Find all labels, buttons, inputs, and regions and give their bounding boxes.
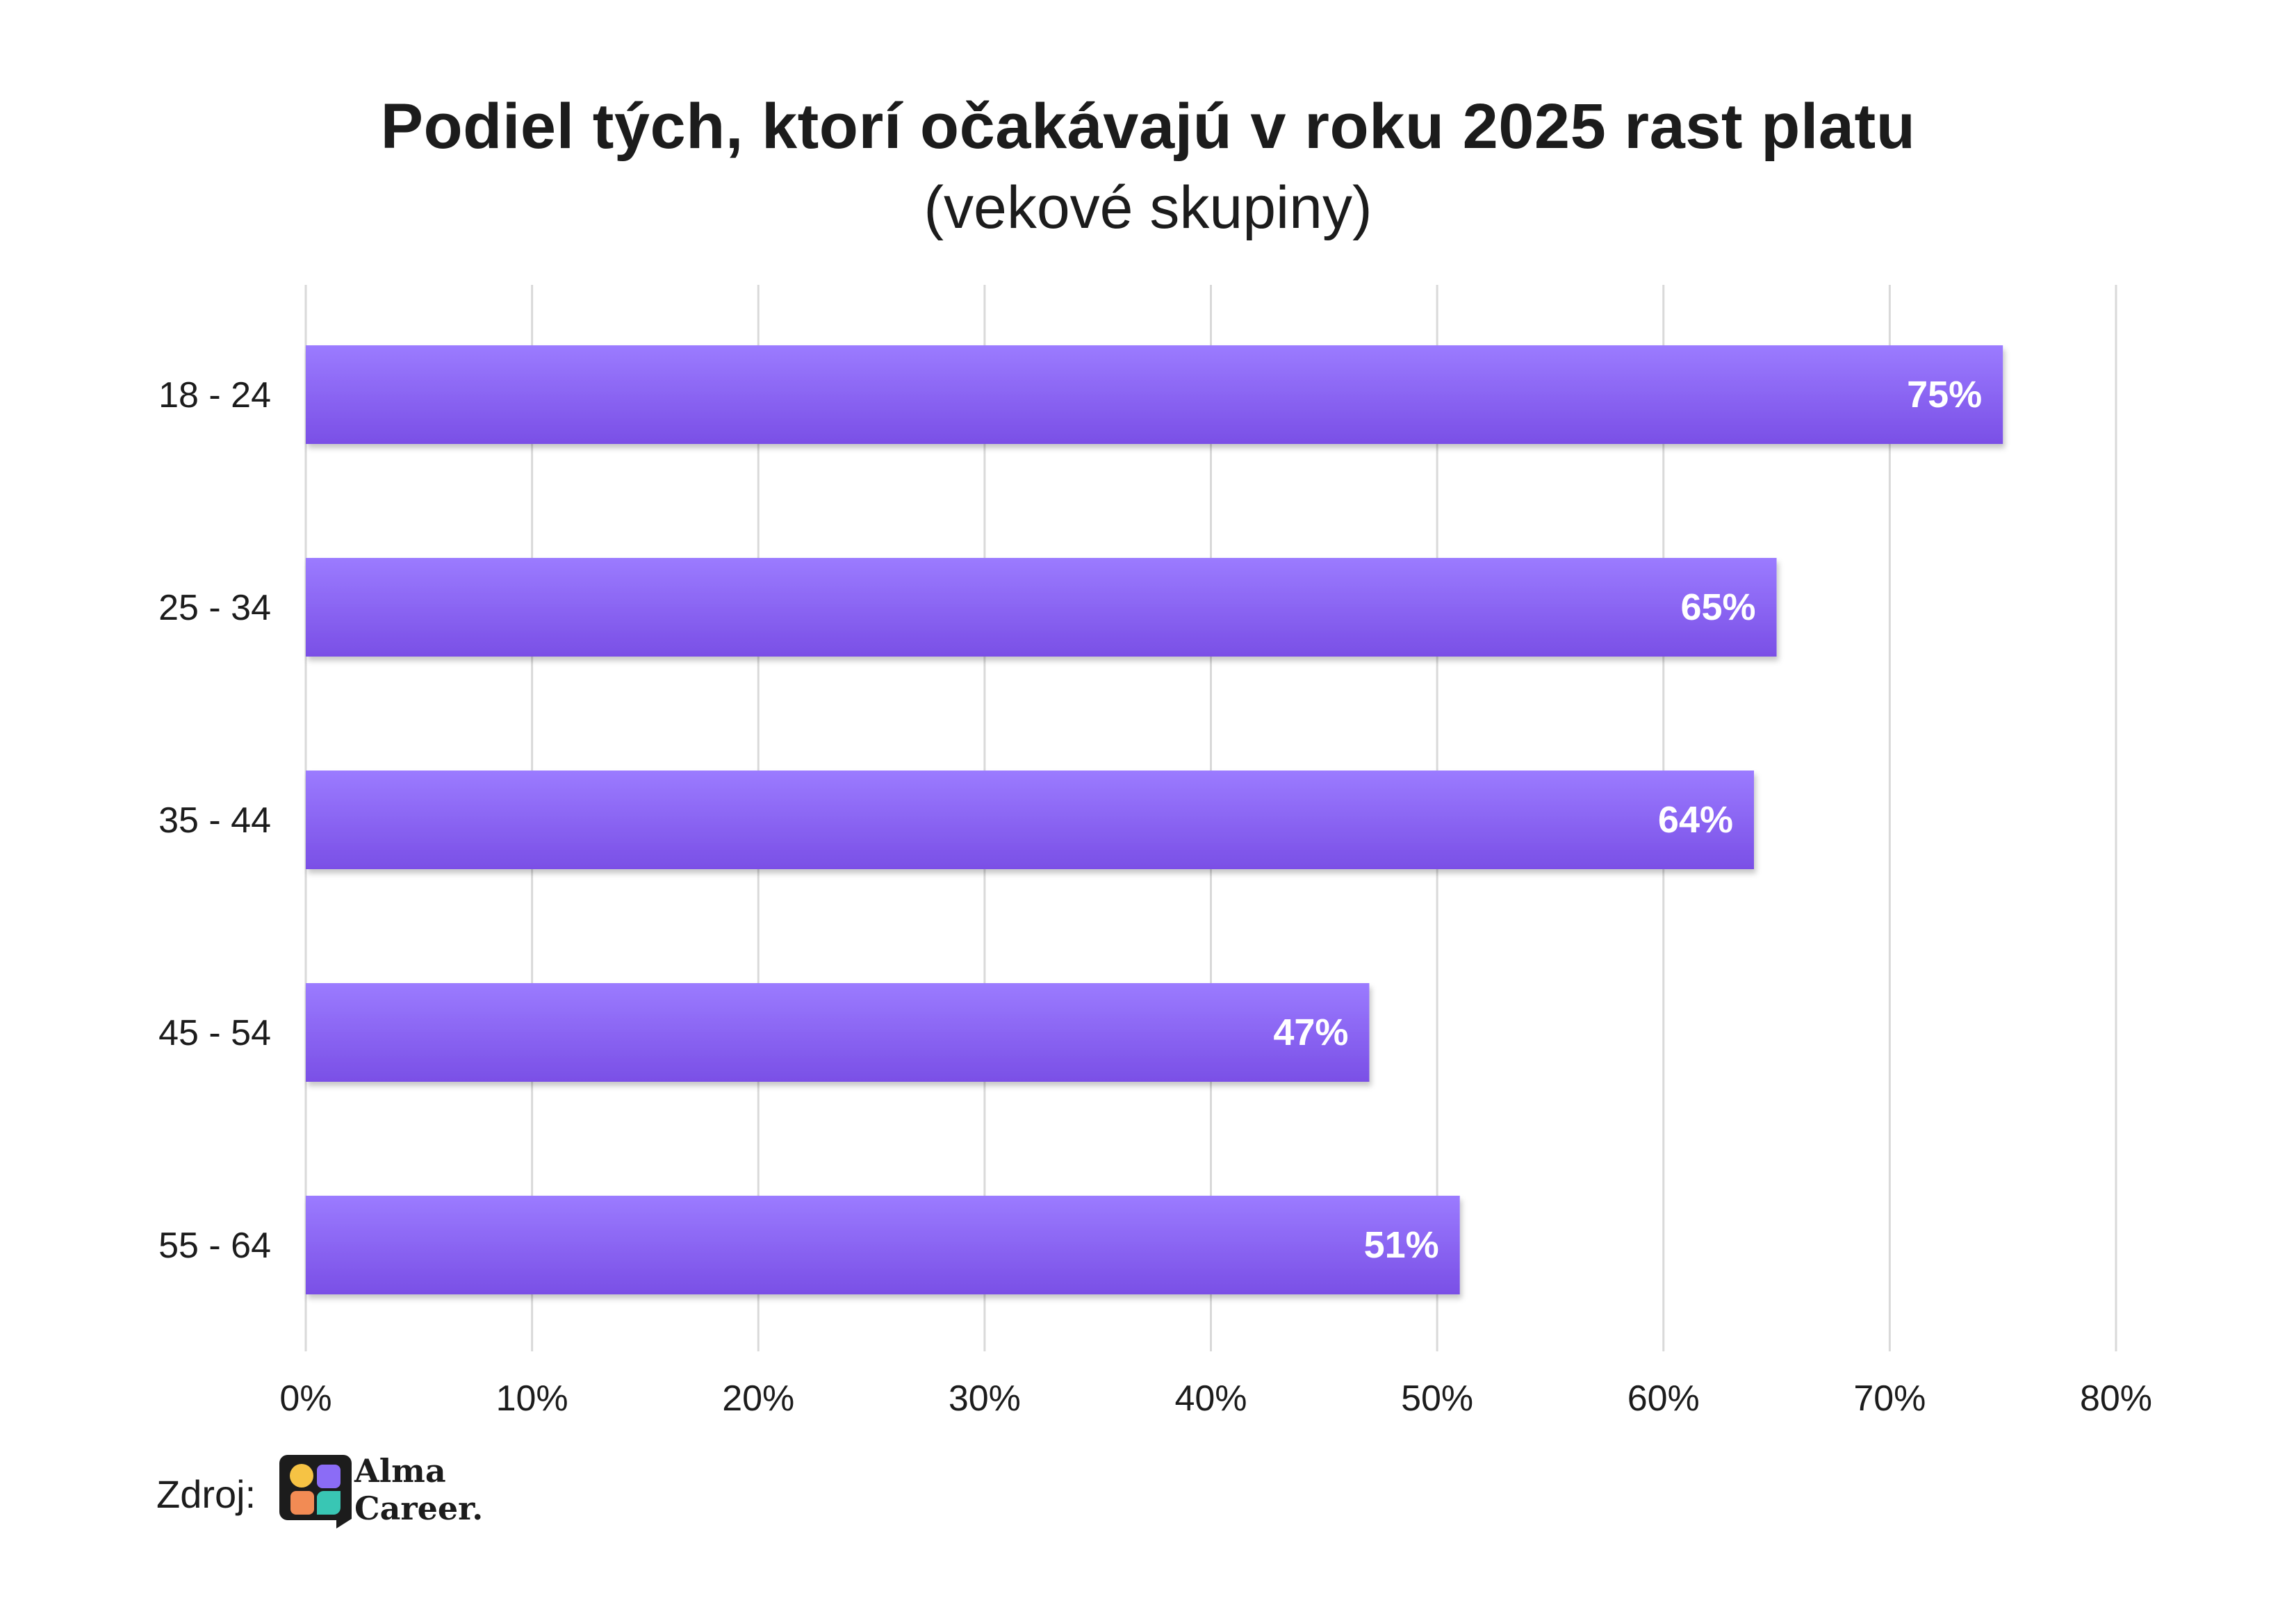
chart-subtitle: (vekové skupiny) [924,174,1372,241]
brand-line-2: Career. [354,1490,484,1527]
labels: 0% 10% 20% 30% 40% 50% 60% 70% 80% 18 - 24 75% 25 -… [158,374,2152,1419]
category-label: 35 - 44 [158,800,271,841]
x-tick-label: 10% [496,1378,568,1419]
bar [306,771,1754,869]
brand-line-1: Alma [354,1452,446,1490]
x-tick-label: 70% [1853,1378,1926,1419]
x-tick-label: 0% [279,1378,331,1419]
x-tick-label: 30% [949,1378,1021,1419]
category-label: 45 - 54 [158,1013,271,1053]
category-label: 18 - 24 [158,375,271,415]
data-label: 65% [1680,586,1755,628]
source-label: Zdroj: [156,1472,256,1516]
data-label: 75% [1907,374,1982,415]
category-label: 55 - 64 [158,1226,271,1266]
x-tick-label: 50% [1401,1378,1473,1419]
data-label: 51% [1364,1224,1439,1266]
bar [306,1196,1460,1294]
x-tick-label: 60% [1627,1378,1700,1419]
x-tick-label: 80% [2080,1378,2152,1419]
x-tick-label: 20% [722,1378,794,1419]
chart-title: Podiel tých, ktorí očakávajú v roku 2025… [380,91,1916,162]
bar [306,345,2003,444]
bars [306,345,2003,1294]
bar [306,983,1370,1082]
alma-career-logo-icon [279,1455,352,1529]
data-label: 47% [1273,1012,1348,1053]
alma-career-logo-text: Alma Career. [354,1452,483,1527]
x-tick-label: 40% [1174,1378,1247,1419]
data-label: 64% [1658,799,1733,841]
bar [306,558,1777,657]
category-label: 25 - 34 [158,588,271,628]
